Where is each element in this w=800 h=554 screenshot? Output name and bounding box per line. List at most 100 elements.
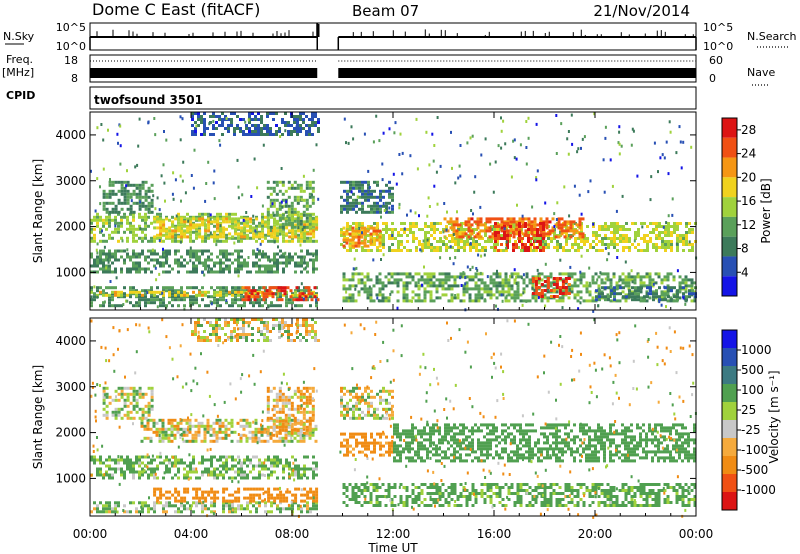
echo-cell — [283, 286, 287, 290]
echo-cell — [466, 240, 469, 243]
echo-cell — [261, 227, 264, 231]
echo-cell — [524, 243, 527, 246]
echo-cell — [496, 240, 499, 243]
echo-cell — [355, 180, 358, 184]
echo-cell — [595, 295, 598, 299]
echo-cell — [111, 252, 114, 256]
echo-cell — [192, 487, 196, 491]
echo-cell — [309, 490, 313, 494]
echo-cell — [349, 228, 352, 231]
echo-cell — [291, 232, 295, 236]
echo-cell — [222, 507, 225, 511]
echo-cell — [204, 258, 207, 262]
echo-cell — [496, 269, 498, 273]
echo-cell — [660, 296, 664, 300]
echo-cell — [619, 240, 622, 243]
echo-cell — [225, 258, 228, 262]
echo-cell — [201, 290, 204, 294]
echo-cell — [276, 487, 280, 491]
echo-cell — [471, 134, 474, 138]
echo-cell — [372, 226, 376, 230]
echo-cell — [210, 490, 214, 494]
echo-cell — [558, 286, 562, 289]
echo-cell — [222, 473, 225, 477]
echo-cell — [225, 212, 228, 216]
echo-cell — [558, 292, 562, 295]
echo-cell — [243, 487, 247, 491]
echo-cell — [293, 121, 296, 124]
echo-cell — [224, 115, 227, 118]
echo-cell — [303, 227, 306, 231]
echo-cell — [381, 281, 385, 285]
echo-cell — [669, 296, 673, 300]
echo-cell — [303, 289, 306, 293]
echo-cell — [670, 286, 673, 290]
echo-cell — [237, 255, 240, 259]
echo-cell — [424, 243, 427, 246]
echo-cell — [288, 229, 292, 233]
echo-cell — [501, 293, 505, 297]
echo-cell — [129, 183, 133, 187]
echo-cell — [444, 278, 448, 282]
echo-cell — [583, 135, 586, 139]
echo-cell — [305, 115, 308, 118]
echo-cell — [297, 504, 300, 508]
echo-cell — [150, 473, 153, 477]
echo-cell — [213, 298, 216, 302]
echo-cell — [357, 278, 361, 282]
echo-cell — [604, 222, 607, 225]
echo-cell — [228, 476, 231, 480]
echo-cell — [138, 212, 141, 216]
echo-cell — [354, 232, 358, 236]
echo-cell — [663, 290, 667, 294]
echo-cell — [604, 225, 607, 228]
echo-cell — [493, 228, 496, 231]
echo-cell — [234, 464, 237, 468]
echo-cell — [588, 284, 592, 288]
echo-cell — [364, 198, 367, 202]
echo-cell — [579, 301, 582, 305]
echo-cell — [489, 293, 493, 297]
echo-cell — [604, 136, 607, 140]
echo-cell — [165, 215, 168, 219]
echo-cell — [673, 295, 676, 299]
echo-cell — [497, 237, 500, 240]
echo-cell — [633, 275, 637, 279]
echo-cell — [225, 301, 228, 305]
echo-cell — [479, 220, 483, 224]
echo-cell — [252, 226, 256, 230]
echo-cell — [90, 221, 93, 225]
echo-cell — [99, 286, 102, 290]
echo-cell — [657, 272, 661, 276]
echo-cell — [298, 292, 302, 296]
echo-cell — [287, 195, 291, 199]
echo-cell — [171, 295, 174, 299]
echo-cell — [210, 270, 213, 274]
echo-cell — [189, 239, 192, 243]
echo-cell — [673, 225, 676, 228]
echo-cell — [352, 137, 355, 141]
echo-cell — [237, 298, 240, 302]
echo-cell — [189, 255, 192, 259]
echo-cell — [246, 464, 249, 468]
echo-cell — [439, 222, 442, 225]
echo-cell — [544, 240, 547, 243]
echo-cell — [261, 252, 264, 256]
echo-cell — [186, 470, 189, 474]
echo-cell — [237, 499, 241, 503]
echo-cell — [123, 249, 126, 253]
colorbar-swatch — [722, 118, 737, 138]
echo-cell — [627, 278, 631, 282]
echo-cell — [282, 493, 286, 497]
echo-cell — [231, 226, 235, 230]
echo-cell — [489, 275, 493, 279]
echo-cell — [633, 281, 637, 285]
echo-cell — [442, 230, 445, 234]
echo-cell — [467, 223, 471, 227]
echo-cell — [546, 275, 550, 279]
echo-cell — [180, 232, 184, 236]
echo-cell — [125, 299, 128, 303]
echo-cell — [264, 236, 267, 240]
echo-cell — [279, 223, 283, 227]
echo-cell — [551, 217, 555, 221]
